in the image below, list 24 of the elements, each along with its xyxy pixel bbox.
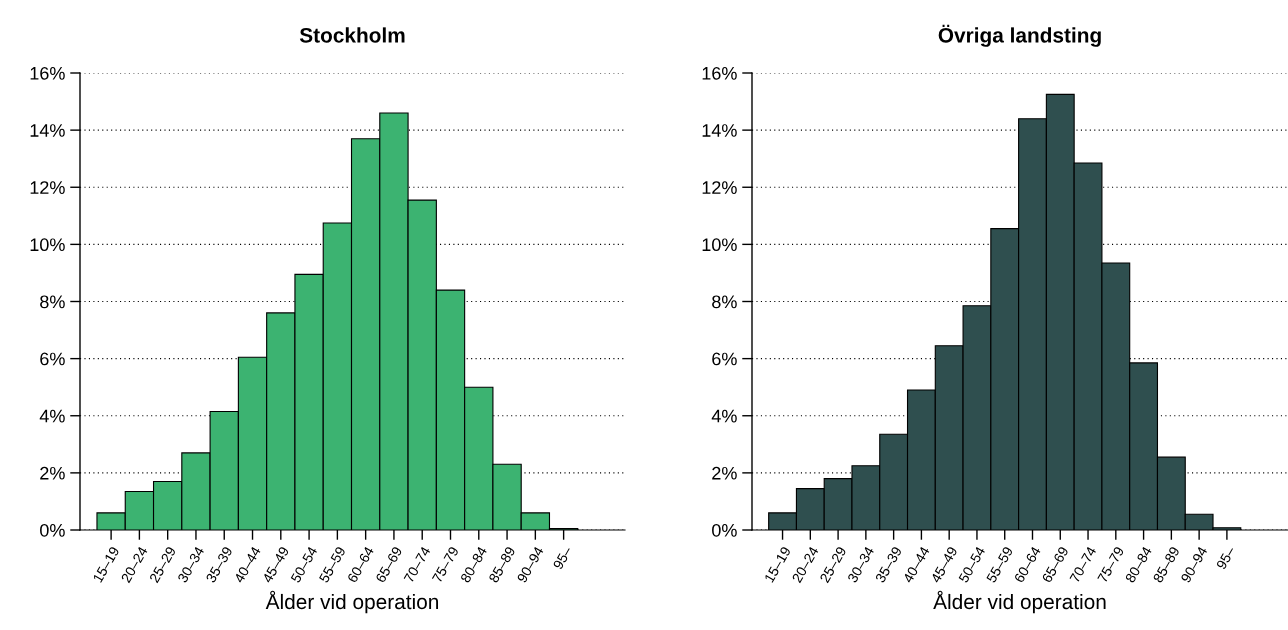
y-tick-label: 2% (712, 466, 737, 480)
y-tick-label: 10% (702, 238, 737, 252)
y-tick-label: 14% (702, 124, 737, 137)
y-tick-label: 4% (711, 409, 737, 423)
y-tick-label: 4% (39, 409, 65, 423)
chart-title: Stockholm (299, 27, 405, 43)
y-tick-label: 12% (702, 181, 737, 194)
y-tick-label: 12% (30, 181, 65, 194)
y-tick-label: 0% (712, 523, 737, 537)
y-tick-label: 6% (712, 352, 737, 366)
y-tick-label: 14% (30, 124, 65, 137)
x-tick-label: 95– (552, 545, 573, 570)
x-axis-title: Ålder vid operation (265, 590, 439, 614)
x-axis-title: Ålder vid operation (933, 590, 1106, 614)
y-tick-label: 16% (702, 66, 737, 80)
y-tick-label: 8% (712, 295, 737, 309)
y-tick-label: 16% (30, 66, 65, 80)
x-tick-label: 95– (1215, 545, 1236, 570)
y-tick-label: 0% (40, 523, 65, 537)
y-tick-label: 6% (40, 352, 65, 366)
y-tick-label: 2% (40, 466, 65, 480)
y-tick-label: 8% (40, 295, 65, 309)
y-tick-label: 10% (30, 238, 65, 252)
chart-title: Övriga landsting (938, 24, 1101, 47)
